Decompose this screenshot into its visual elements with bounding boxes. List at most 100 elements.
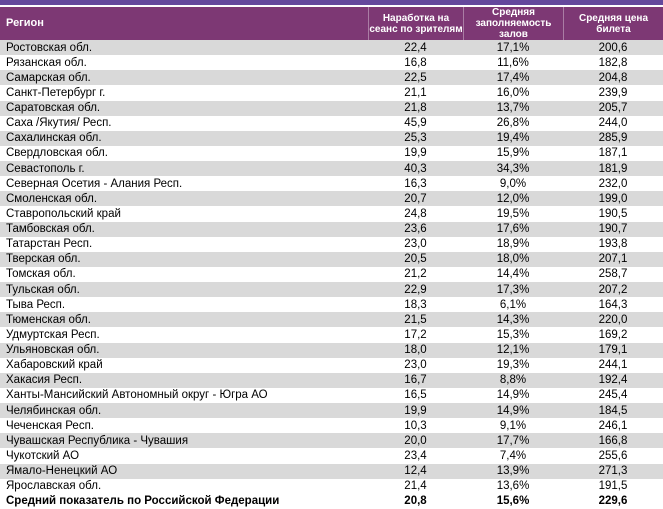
table-row: Рязанская обл. 16,8 11,6% 182,8 [0, 55, 663, 71]
value-cell: 7,4% [499, 449, 527, 462]
table-row: Тыва Респ. 18,3 6,1% 164,3 [0, 297, 663, 313]
value-cell: 190,7 [598, 223, 628, 236]
value-cell: 24,8 [404, 207, 427, 220]
region-cell: Челябинская обл. [6, 404, 102, 417]
value-cell: 13,9% [496, 465, 530, 478]
column-header-sessions-per-viewer: Наработка на сеанс по зрителям [368, 7, 463, 40]
table-row: Саратовская обл. 21,8 13,7% 205,7 [0, 100, 663, 116]
region-cell: Тамбовская обл. [6, 223, 95, 236]
region-cell: Хакасия Респ. [6, 374, 83, 387]
value-cell: 17,6% [496, 223, 530, 236]
table-row: Чувашская Республика - Чувашия 20,0 17,7% 1… [0, 433, 663, 449]
value-cell: 187,1 [598, 147, 628, 160]
value-cell: 21,5 [404, 313, 427, 326]
value-cell: 220,0 [598, 313, 628, 326]
value-cell: 199,0 [598, 192, 628, 205]
table-row: Челябинская обл. 19,9 14,9% 184,5 [0, 403, 663, 419]
value-cell: 23,0 [404, 238, 427, 251]
table-row: Хакасия Респ. 16,7 8,8% 192,4 [0, 372, 663, 388]
total-row-label: Средний показатель по Российской Федерац… [6, 495, 280, 508]
region-cell: Удмуртская Респ. [6, 328, 100, 341]
value-cell: 271,3 [598, 465, 628, 478]
value-cell: 232,0 [598, 177, 628, 190]
table-row: Санкт-Петербург г. 21,1 16,0% 239,9 [0, 85, 663, 101]
region-cell: Чеченская Респ. [6, 419, 95, 432]
value-cell: 26,8% [496, 117, 530, 130]
table-row: Тверская обл. 20,5 18,0% 207,1 [0, 251, 663, 267]
value-cell: 190,5 [598, 207, 628, 220]
value-cell: 244,0 [598, 117, 628, 130]
value-cell: 23,4 [404, 449, 427, 462]
value-cell: 19,9 [404, 147, 427, 160]
value-cell: 245,4 [598, 389, 628, 402]
region-cell: Ямало-Ненецкий АО [6, 465, 118, 478]
table-row: Томская обл. 21,2 14,4% 258,7 [0, 266, 663, 282]
table-row: Тюменская обл. 21,5 14,3% 220,0 [0, 312, 663, 328]
region-cell: Тыва Респ. [6, 298, 66, 311]
value-cell: 12,4 [404, 465, 427, 478]
value-cell: 166,8 [598, 434, 628, 447]
region-cell: Тюменская обл. [6, 313, 91, 326]
column-header-average-ticket-price: Средняя цена билета [563, 7, 663, 40]
value-cell: 14,9% [496, 389, 530, 402]
table-row: Татарстан Респ. 23,0 18,9% 193,8 [0, 236, 663, 252]
region-cell: Ханты-Мансийский Автономный округ - Югра… [6, 389, 268, 402]
value-cell: 13,6% [496, 480, 530, 493]
value-cell: 182,8 [598, 56, 628, 69]
value-cell: 17,2 [404, 328, 427, 341]
value-cell: 14,9% [496, 404, 530, 417]
value-cell: 16,0% [496, 86, 530, 99]
value-cell: 19,5% [496, 207, 530, 220]
value-cell: 10,3 [404, 419, 427, 432]
value-cell: 246,1 [598, 419, 628, 432]
value-cell: 285,9 [598, 132, 628, 145]
total-price-value: 229,6 [598, 495, 628, 508]
value-cell: 19,4% [496, 132, 530, 145]
table-row: Ямало-Ненецкий АО 12,4 13,9% 271,3 [0, 463, 663, 479]
value-cell: 16,5 [404, 389, 427, 402]
table-row: Самарская обл. 22,5 17,4% 204,8 [0, 70, 663, 86]
value-cell: 19,9 [404, 404, 427, 417]
value-cell: 181,9 [598, 162, 628, 175]
value-cell: 6,1% [499, 298, 527, 311]
table-total-row: Средний показатель по Российской Федерац… [0, 493, 663, 509]
value-cell: 34,3% [496, 162, 530, 175]
value-cell: 23,6 [404, 223, 427, 236]
region-cell: Ярославская обл. [6, 480, 102, 493]
value-cell: 15,9% [496, 147, 530, 160]
table-body: Ростовская обл. 22,4 17,1% 200,6 Рязанская о… [0, 40, 663, 509]
table-row: Ставропольский край 24,8 19,5% 190,5 [0, 206, 663, 222]
table-row: Ульяновская обл. 18,0 12,1% 179,1 [0, 342, 663, 358]
value-cell: 20,5 [404, 253, 427, 266]
value-cell: 16,3 [404, 177, 427, 190]
value-cell: 9,0% [499, 177, 527, 190]
region-cell: Тверская обл. [6, 253, 81, 266]
table-row: Хабаровский край 23,0 19,3% 244,1 [0, 357, 663, 373]
value-cell: 192,4 [598, 374, 628, 387]
region-cell: Тульская обл. [6, 283, 80, 296]
value-cell: 11,6% [497, 56, 529, 69]
table-row: Тульская обл. 22,9 17,3% 207,2 [0, 282, 663, 298]
region-cell: Рязанская обл. [6, 56, 87, 69]
value-cell: 19,3% [496, 359, 530, 372]
value-cell: 18,0 [404, 344, 427, 357]
table-row: Северная Осетия - Алания Респ. 16,3 9,0% 23… [0, 176, 663, 192]
value-cell: 21,4 [404, 480, 427, 493]
value-cell: 21,2 [404, 268, 427, 281]
table-row: Смоленская обл. 20,7 12,0% 199,0 [0, 191, 663, 207]
table-row: Сахалинская обл. 25,3 19,4% 285,9 [0, 130, 663, 146]
value-cell: 258,7 [598, 268, 628, 281]
table-row: Удмуртская Респ. 17,2 15,3% 169,2 [0, 327, 663, 343]
value-cell: 200,6 [598, 41, 628, 54]
region-cell: Ростовская обл. [6, 41, 93, 54]
value-cell: 12,0% [496, 192, 530, 205]
region-cell: Чувашская Республика - Чувашия [6, 434, 189, 447]
value-cell: 18,0% [496, 253, 530, 266]
total-occupancy-value: 15,6% [496, 495, 530, 508]
value-cell: 20,0 [404, 434, 427, 447]
region-cell: Чукотский АО [6, 449, 80, 462]
value-cell: 191,5 [598, 480, 628, 493]
table-row: Свердловская обл. 19,9 15,9% 187,1 [0, 145, 663, 161]
value-cell: 17,4% [496, 71, 530, 84]
